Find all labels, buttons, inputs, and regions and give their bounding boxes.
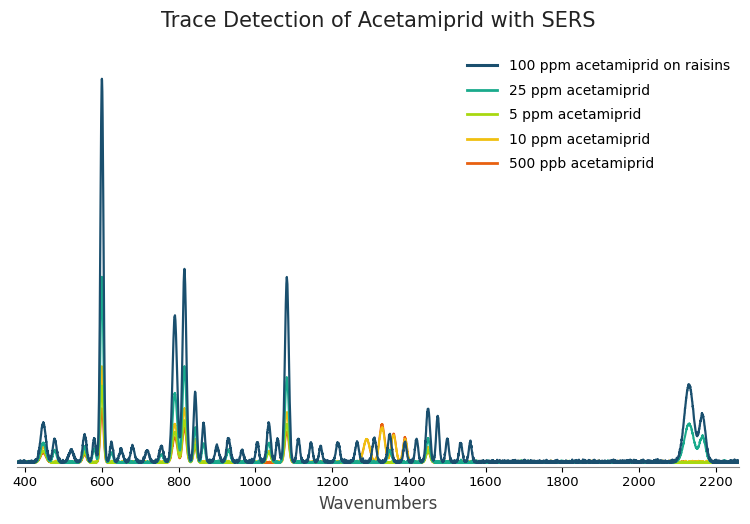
X-axis label: Wavenumbers: Wavenumbers (319, 495, 438, 513)
Title: Trace Detection of Acetamiprid with SERS: Trace Detection of Acetamiprid with SERS (161, 11, 596, 31)
Legend: 100 ppm acetamiprid on raisins, 25 ppm acetamiprid, 5 ppm acetamiprid, 10 ppm ac: 100 ppm acetamiprid on raisins, 25 ppm a… (461, 54, 735, 177)
